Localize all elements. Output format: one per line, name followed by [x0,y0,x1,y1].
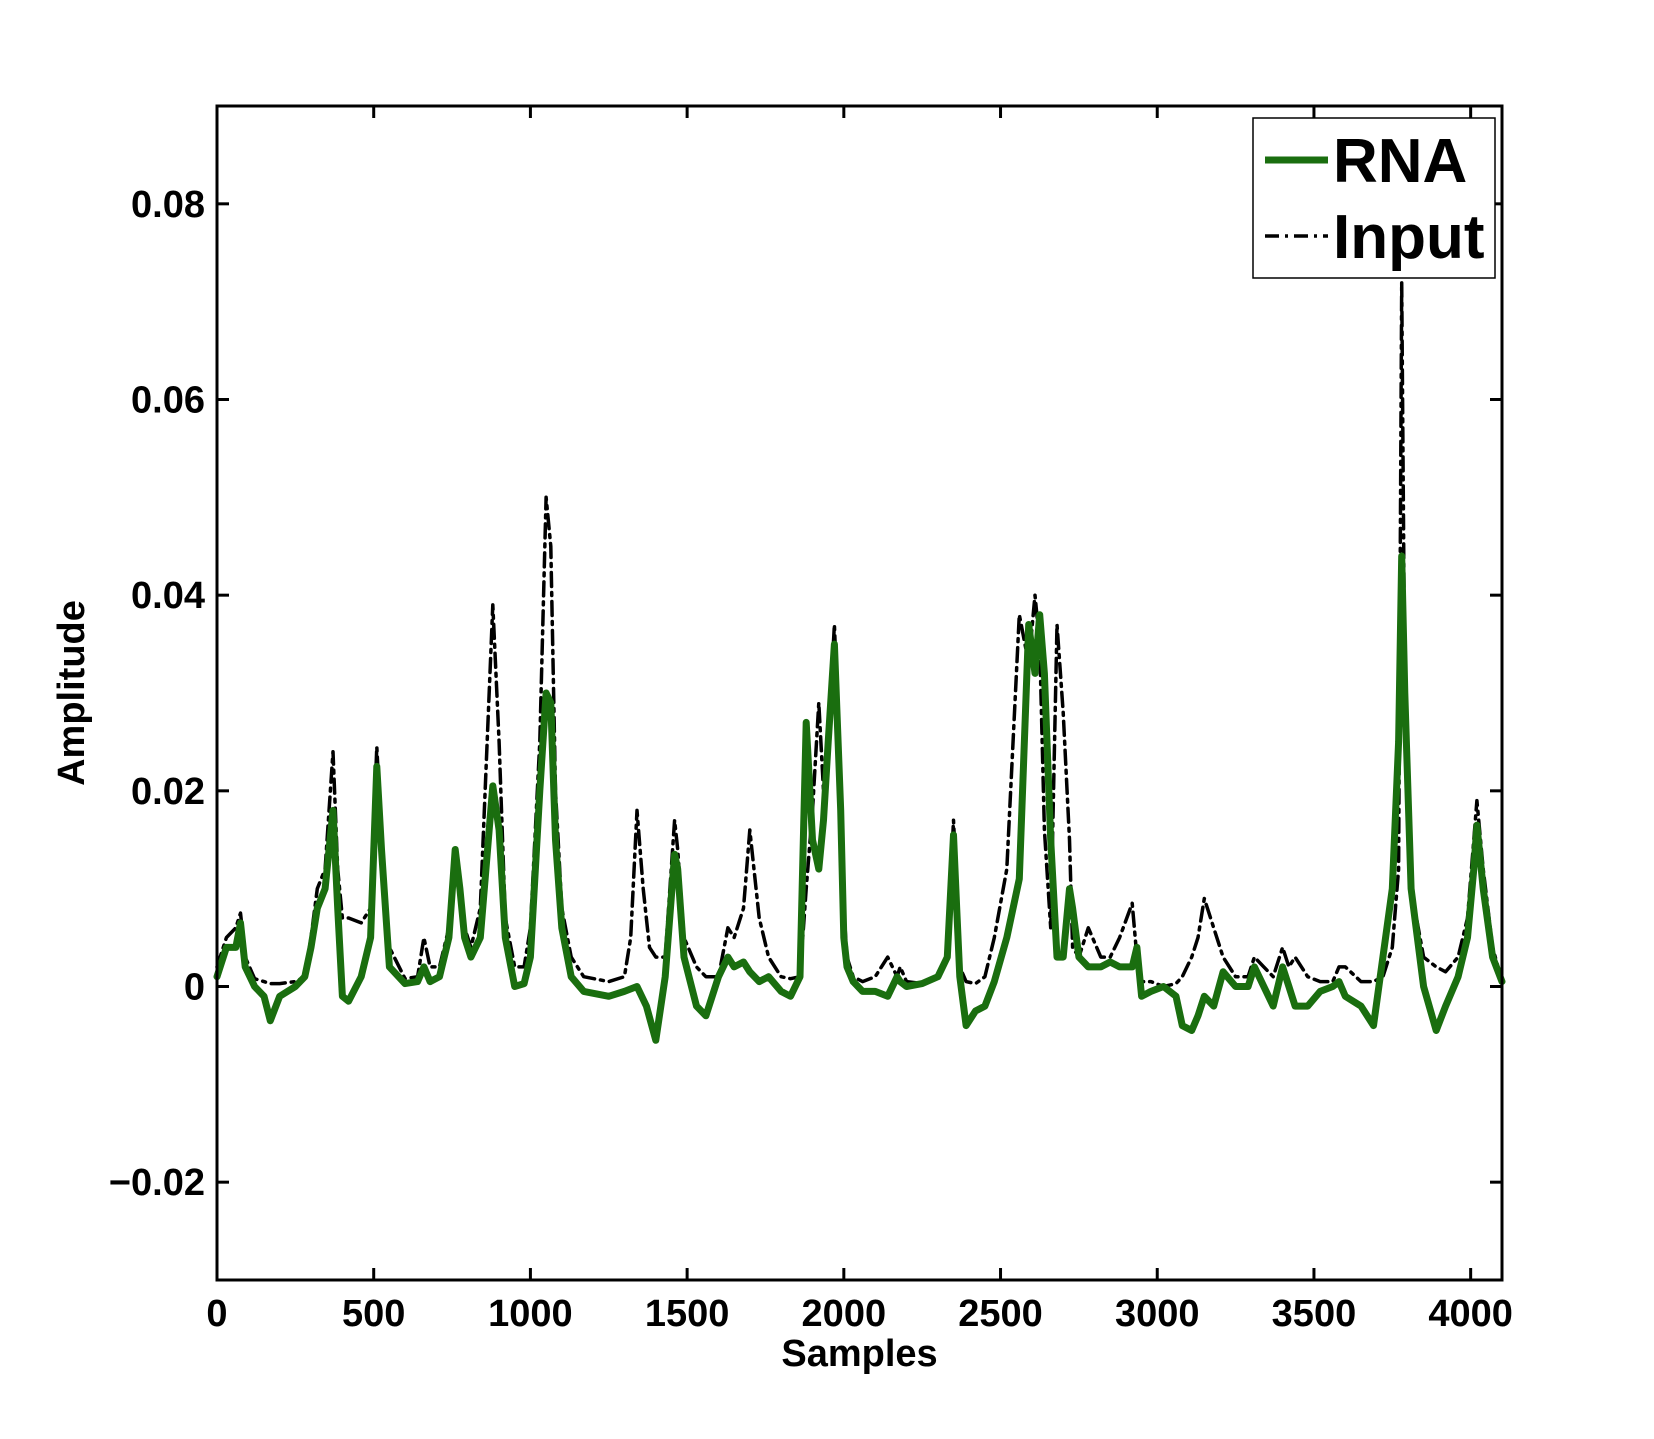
x-tick-label: 500 [342,1293,405,1335]
y-tick-label: 0.06 [131,380,205,422]
y-tick-label: 0 [184,967,205,1009]
series-line-rna [213,552,1506,1044]
series-line-input [215,280,1504,989]
legend-label-rna: RNA [1333,127,1467,196]
legend-box [1252,117,1496,279]
x-tick-label: 4000 [1428,1293,1513,1335]
x-axis-label: Samples [781,1333,937,1375]
x-tick-label: 3000 [1115,1293,1200,1335]
x-tick-label: 1500 [645,1293,730,1335]
tick-layer: 0 500 1000 1500 2000 2500 3000 3500 4000 −0.02 0 0.… [109,106,1513,1335]
y-axis-label: Amplitude [51,600,93,786]
series-layer [213,280,1506,1044]
legend-label-input: Input [1333,203,1485,272]
x-tick-label: 1000 [488,1293,573,1335]
y-tick-label: 0.08 [131,184,205,226]
x-tick-label: 0 [206,1293,227,1335]
x-tick-label: 3500 [1272,1293,1357,1335]
y-tick-label: −0.02 [109,1162,205,1204]
x-tick-label: 2500 [958,1293,1043,1335]
y-tick-label: 0.04 [131,575,205,617]
y-tick-label: 0.02 [131,771,205,813]
x-tick-label: 2000 [802,1293,887,1335]
legend: RNA Input [1252,117,1496,279]
plot-frame [215,104,1504,1282]
